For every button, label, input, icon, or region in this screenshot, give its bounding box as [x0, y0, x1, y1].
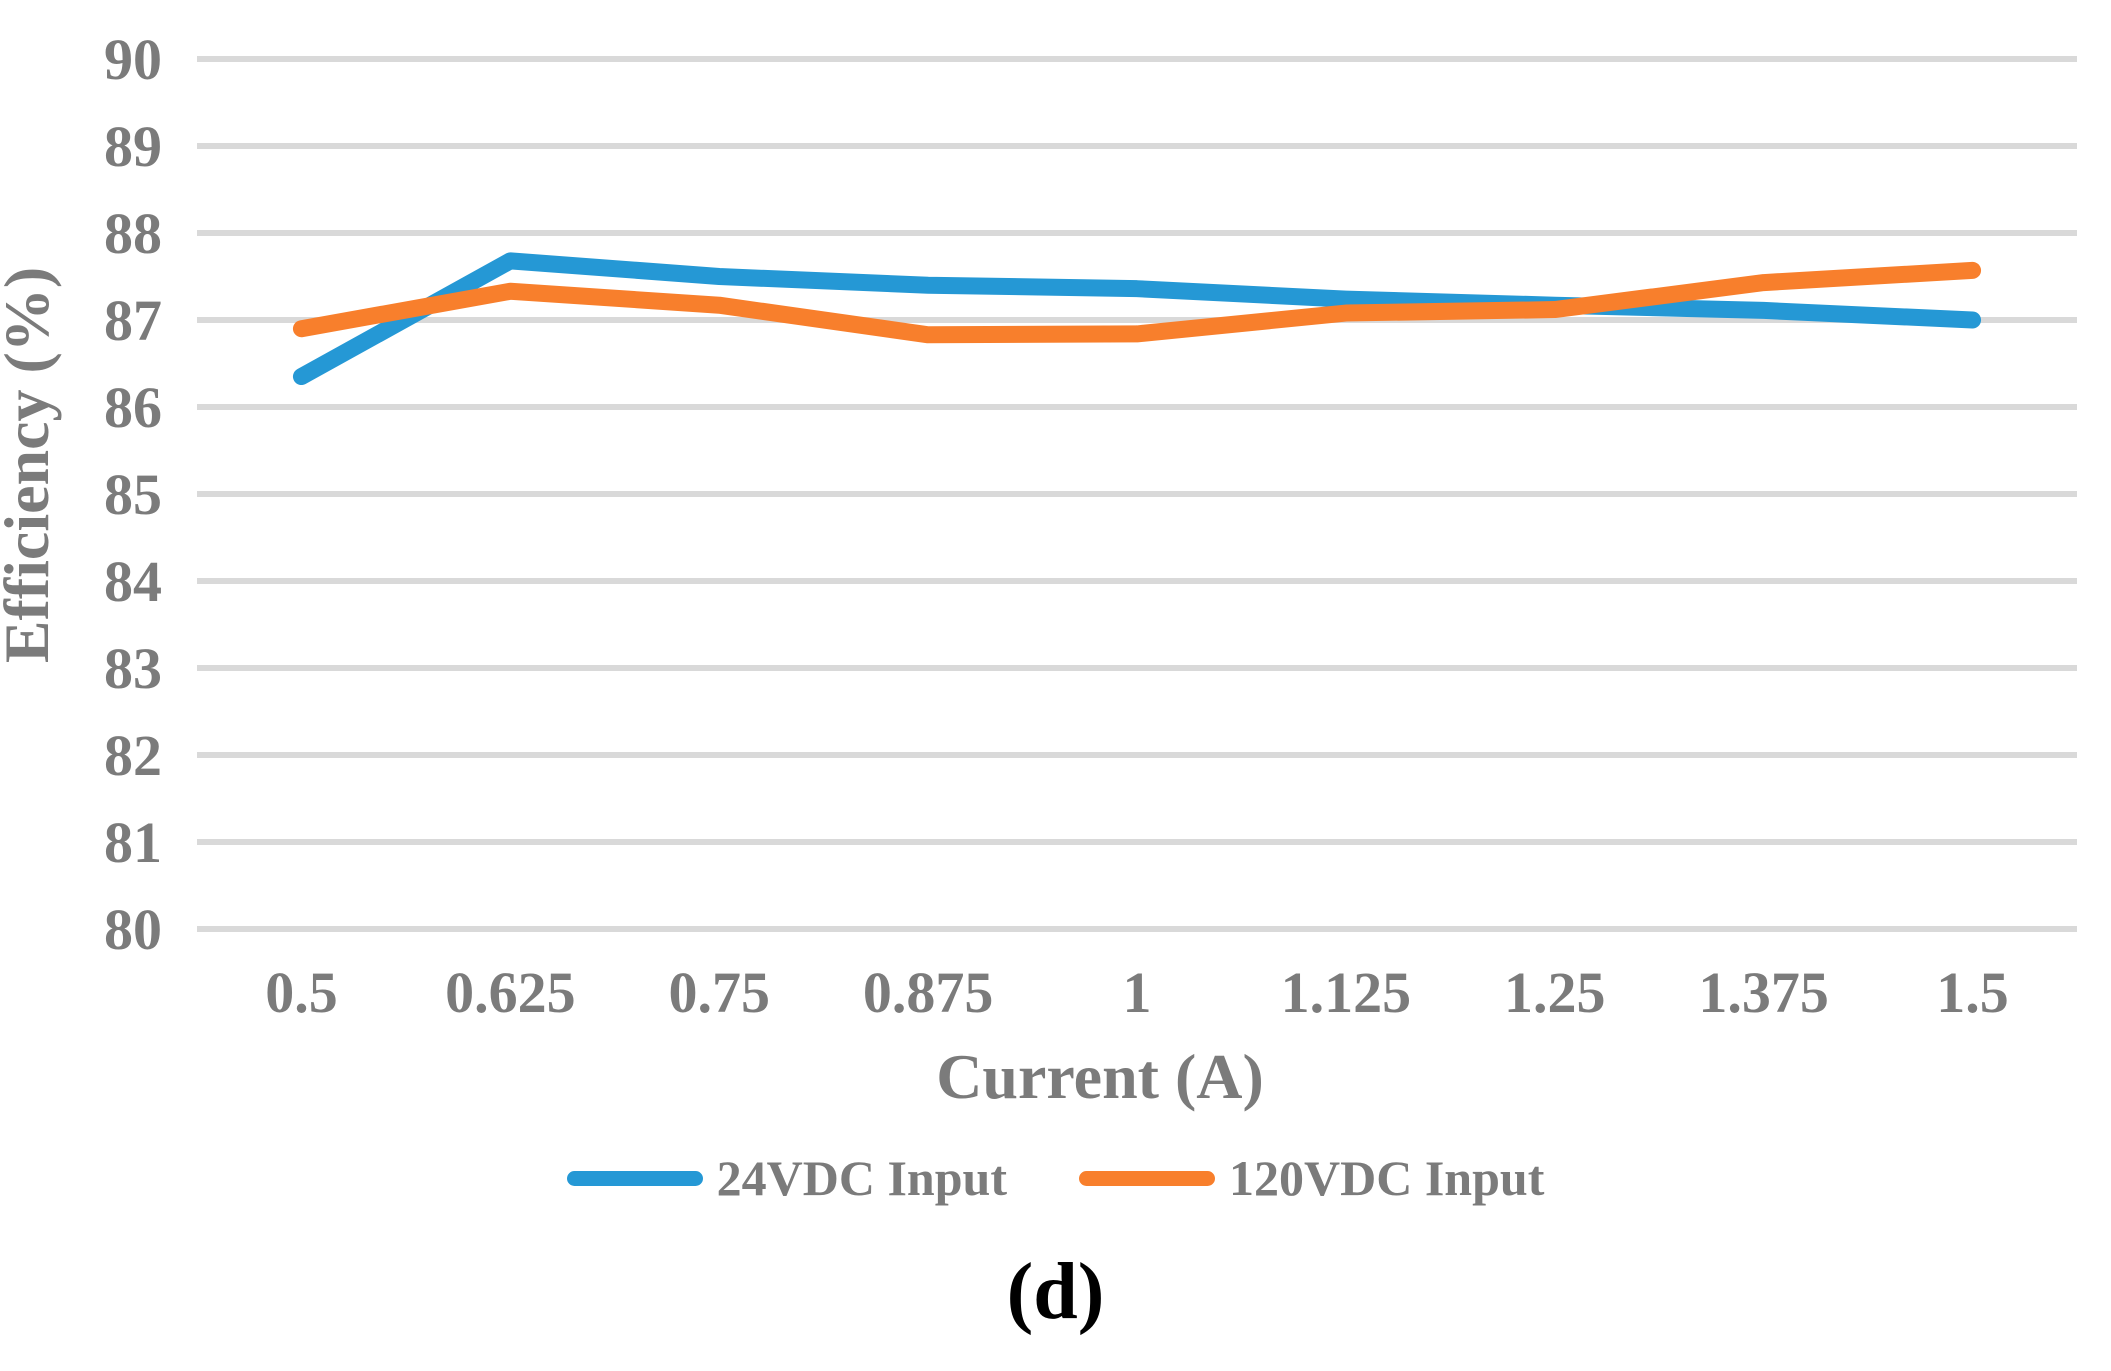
x-axis-tick-labels: 0.5 0.625 0.75 0.875 1 1.125 1.25 1.375 1.5 [265, 960, 2009, 1025]
x-tick-0.5: 0.5 [265, 960, 338, 1025]
x-tick-1.25: 1.25 [1504, 960, 1606, 1025]
y-tick-90: 90 [104, 27, 162, 92]
y-tick-81: 81 [104, 810, 162, 875]
x-tick-1: 1 [1123, 960, 1152, 1025]
y-tick-86: 86 [104, 375, 162, 440]
legend-label-24vdc: 24VDC Input [716, 1150, 1007, 1206]
gridlines-group [197, 56, 2077, 932]
y-tick-85: 85 [104, 462, 162, 527]
y-tick-80: 80 [104, 897, 162, 962]
y-tick-87: 87 [104, 288, 162, 353]
x-tick-0.75: 0.75 [668, 960, 770, 1025]
figure-caption: (d) [1006, 1248, 1105, 1336]
series-line-120vdc [292, 261, 1982, 344]
y-axis-title: Efficiency (%) [0, 267, 62, 663]
legend-swatch-120vdc [1079, 1170, 1215, 1186]
legend-item-24vdc: 24VDC Input [566, 1150, 1007, 1206]
x-tick-0.875: 0.875 [863, 960, 994, 1025]
legend-swatch-24vdc [566, 1170, 703, 1186]
x-tick-1.5: 1.5 [1936, 960, 2009, 1025]
x-tick-1.375: 1.375 [1698, 960, 1829, 1025]
y-tick-82: 82 [104, 723, 162, 788]
y-tick-83: 83 [104, 636, 162, 701]
legend-item-120vdc: 120VDC Input [1079, 1153, 1544, 1203]
chart-legend: 24VDC Input 120VDC Input [0, 1146, 2111, 1210]
x-axis-title: Current (A) [936, 1041, 1264, 1112]
x-tick-0.625: 0.625 [445, 960, 576, 1025]
x-tick-1.125: 1.125 [1281, 960, 1412, 1025]
legend-label-120vdc: 120VDC Input [1229, 1150, 1545, 1206]
series-line-24vdc [292, 252, 1982, 386]
y-tick-88: 88 [104, 201, 162, 266]
y-tick-84: 84 [104, 549, 162, 614]
y-tick-89: 89 [104, 114, 162, 179]
y-axis-tick-labels: 80 81 82 83 84 85 86 87 88 89 90 [104, 27, 162, 962]
